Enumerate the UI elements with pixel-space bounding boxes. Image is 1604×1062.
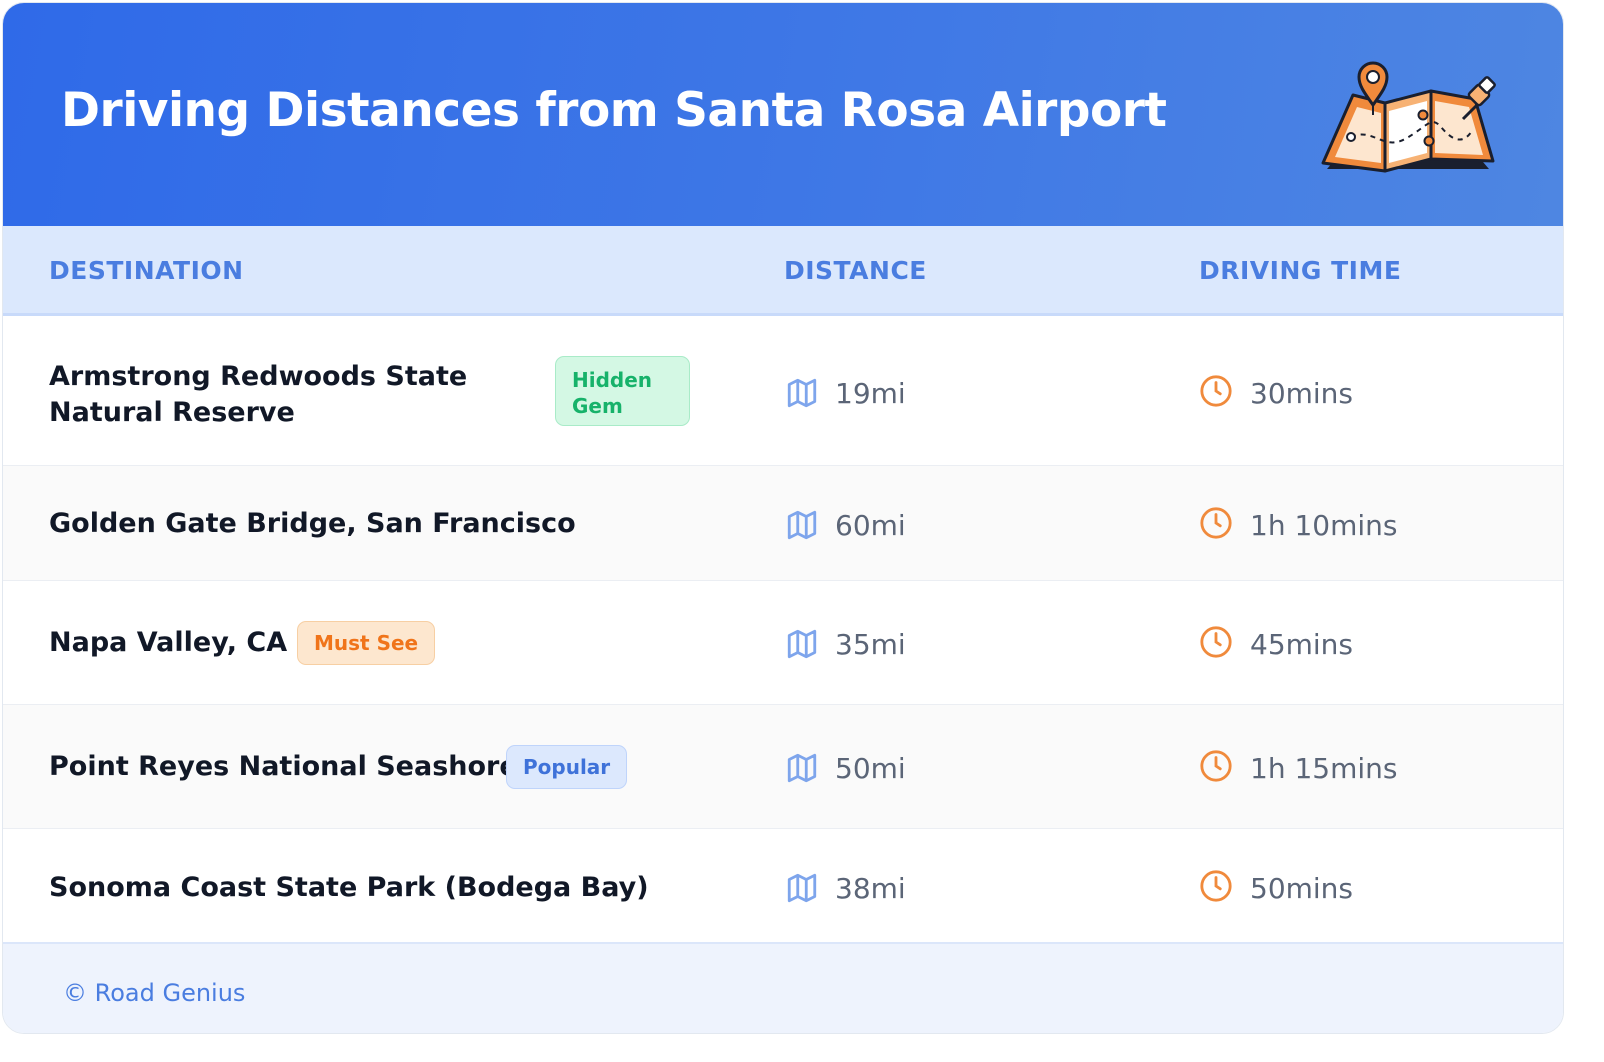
destination-name: Sonoma Coast State Park (Bodega Bay) bbox=[49, 872, 649, 903]
column-header-driving-time: DRIVING TIME bbox=[1199, 256, 1402, 285]
driving-time-value: 1h 15mins bbox=[1250, 752, 1398, 785]
driving-time-value: 45mins bbox=[1250, 628, 1354, 661]
column-header-distance: DISTANCE bbox=[784, 256, 927, 285]
destination-name: Point Reyes National Seashore bbox=[49, 751, 518, 782]
map-icon bbox=[787, 873, 817, 903]
distance-value: 38mi bbox=[835, 872, 906, 905]
map-icon bbox=[787, 629, 817, 659]
table-row: Sonoma Coast State Park (Bodega Bay) 38m… bbox=[3, 829, 1563, 942]
driving-time-value: 50mins bbox=[1250, 872, 1354, 905]
header-banner: Driving Distances from Santa Rosa Airpor… bbox=[3, 3, 1563, 226]
table-header: DESTINATION DISTANCE DRIVING TIME bbox=[3, 226, 1563, 316]
clock-icon bbox=[1200, 375, 1232, 407]
destination-name: Napa Valley, CA bbox=[49, 627, 288, 658]
clock-icon bbox=[1200, 507, 1232, 539]
map-icon bbox=[787, 753, 817, 783]
distance-value: 60mi bbox=[835, 509, 906, 542]
clock-icon bbox=[1200, 750, 1232, 782]
distance-table-card: Driving Distances from Santa Rosa Airpor… bbox=[2, 2, 1564, 1034]
driving-time-value: 1h 10mins bbox=[1250, 509, 1398, 542]
driving-time-value: 30mins bbox=[1250, 377, 1354, 410]
clock-icon bbox=[1200, 870, 1232, 902]
destination-name: Armstrong Redwoods State Natural Reserve bbox=[49, 361, 468, 428]
table-row: Point Reyes National Seashore Popular 50… bbox=[3, 705, 1563, 829]
copyright-credit: © Road Genius bbox=[63, 979, 246, 1007]
hidden-gem-badge: Hidden Gem bbox=[555, 356, 690, 426]
must-see-badge: Must See bbox=[297, 621, 436, 665]
table-row: Napa Valley, CA Must See 35mi 45mins bbox=[3, 581, 1563, 705]
table-row: Armstrong Redwoods State Natural Reserve… bbox=[3, 316, 1563, 466]
folded-map-pin-icon bbox=[1321, 61, 1496, 173]
distance-value: 35mi bbox=[835, 628, 906, 661]
footer: © Road Genius bbox=[3, 942, 1563, 1033]
distance-value: 50mi bbox=[835, 752, 906, 785]
distance-value: 19mi bbox=[835, 377, 906, 410]
page-title: Driving Distances from Santa Rosa Airpor… bbox=[61, 83, 1167, 138]
column-header-destination: DESTINATION bbox=[49, 256, 244, 285]
map-icon bbox=[787, 510, 817, 540]
table-row: Golden Gate Bridge, San Francisco 60mi 1… bbox=[3, 466, 1563, 581]
clock-icon bbox=[1200, 626, 1232, 658]
destination-name: Golden Gate Bridge, San Francisco bbox=[49, 508, 576, 539]
map-icon bbox=[787, 378, 817, 408]
popular-badge: Popular bbox=[506, 745, 628, 789]
